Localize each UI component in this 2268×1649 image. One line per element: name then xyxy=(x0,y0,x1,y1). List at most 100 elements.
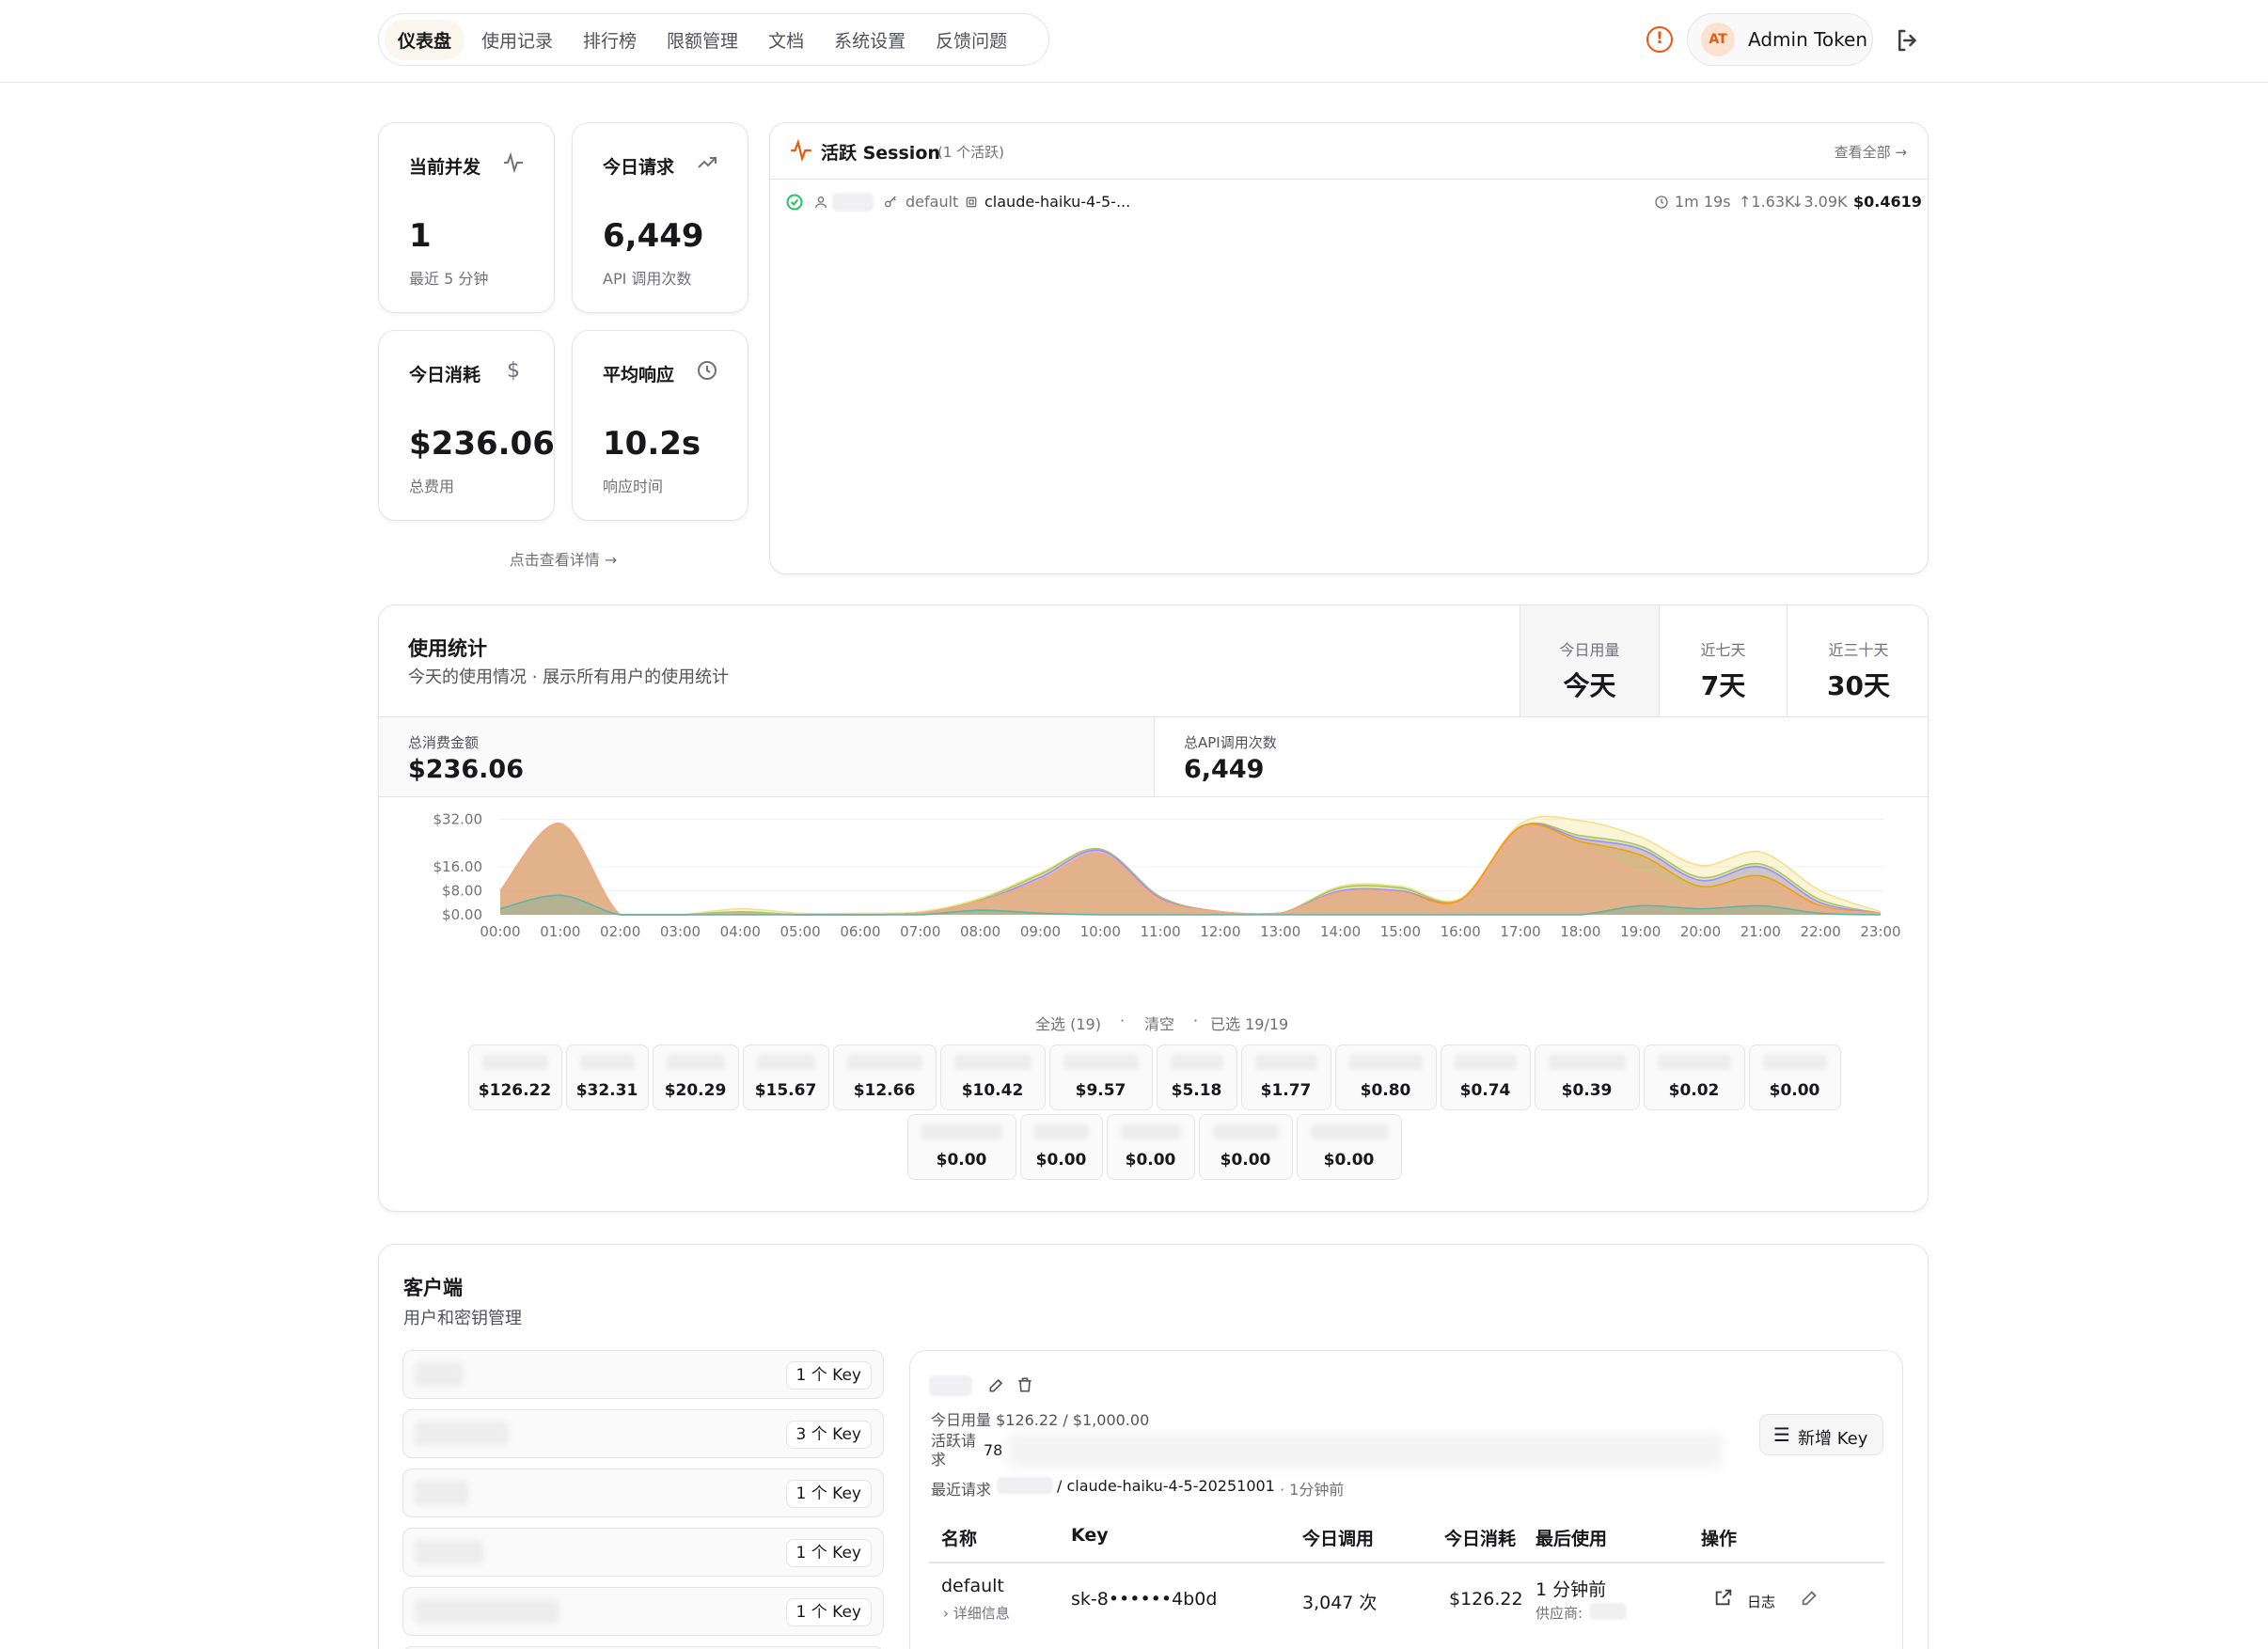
active-sessions-panel: 活跃 Session (1 个活跃) 查看全部 → default claude… xyxy=(769,122,1929,574)
edit-icon[interactable] xyxy=(1800,1587,1820,1608)
clear-button[interactable]: 清空 xyxy=(1144,1015,1175,1033)
details-link[interactable]: 点击查看详情 → xyxy=(509,551,618,569)
stat-sub: 总费用 xyxy=(409,478,455,495)
series-line xyxy=(499,894,1882,916)
tab-30days[interactable]: 近三十天 30天 xyxy=(1787,605,1928,716)
y-tick-label: $16.00 xyxy=(433,858,483,875)
legend-value: $20.29 xyxy=(664,1081,727,1100)
legend-chip[interactable]: $0.39 xyxy=(1534,1044,1640,1110)
x-tick-label: 15:00 xyxy=(1380,923,1421,940)
external-link-icon[interactable] xyxy=(1713,1587,1734,1608)
legend-label-blurred xyxy=(846,1055,922,1070)
key-value: sk-8••••••4b0d xyxy=(1071,1589,1218,1610)
client-list-item[interactable]: 1 个 Key xyxy=(402,1528,884,1577)
legend-label-blurred xyxy=(756,1055,815,1070)
new-key-button[interactable]: ☰ 新增 Key xyxy=(1759,1414,1883,1455)
view-all-link[interactable]: 查看全部 → xyxy=(1834,144,1907,161)
legend-chip[interactable]: $15.67 xyxy=(742,1044,829,1110)
log-button[interactable]: 日志 xyxy=(1747,1594,1776,1610)
series-area xyxy=(500,823,1881,915)
legend-chip[interactable]: $0.00 xyxy=(1106,1114,1195,1180)
stat-card-requests[interactable]: 今日请求 6,449 API 调用次数 xyxy=(572,122,748,313)
legend-label-blurred xyxy=(1348,1055,1423,1070)
alert-icon[interactable]: ! xyxy=(1646,26,1673,53)
legend-chip[interactable]: $0.00 xyxy=(1296,1114,1402,1180)
legend-chip[interactable]: $126.22 xyxy=(467,1044,562,1110)
legend-label-blurred xyxy=(1657,1055,1731,1070)
client-list-item[interactable]: 1 个 Key xyxy=(402,1350,884,1399)
key-calls: 3,047 次 xyxy=(1302,1593,1378,1613)
legend-value: $5.18 xyxy=(1171,1081,1222,1100)
legend-chip[interactable]: $1.77 xyxy=(1240,1044,1331,1110)
legend-label-blurred xyxy=(1454,1055,1517,1070)
session-row[interactable]: default claude-haiku-4-5-... 1m 19s ↑1.6… xyxy=(770,181,1928,223)
details-label: 详细信息 xyxy=(953,1605,1010,1622)
edit-icon[interactable] xyxy=(987,1375,1006,1394)
legend-chip[interactable]: $0.02 xyxy=(1643,1044,1745,1110)
nav-item-3[interactable]: 限额管理 xyxy=(667,30,739,52)
legend-value: $0.80 xyxy=(1360,1081,1411,1100)
dot-separator: · xyxy=(1193,1012,1199,1029)
total-cost-label: 总消费金额 xyxy=(408,734,480,751)
series-area xyxy=(500,823,1881,915)
legend-label-blurred xyxy=(921,1124,1002,1139)
legend-value: $126.22 xyxy=(478,1081,552,1100)
legend-chip[interactable]: $0.00 xyxy=(1019,1114,1103,1180)
x-tick-label: 13:00 xyxy=(1260,923,1300,940)
key-count-badge: 1 个 Key xyxy=(785,1361,872,1390)
nav-item-2[interactable]: 排行榜 xyxy=(583,30,638,52)
legend-chip[interactable]: $5.18 xyxy=(1156,1044,1237,1110)
x-tick-label: 04:00 xyxy=(720,923,761,940)
key-count-badge: 1 个 Key xyxy=(785,1480,872,1508)
legend-chip[interactable]: $0.00 xyxy=(906,1114,1016,1180)
client-name-blurred xyxy=(415,1481,469,1505)
logout-icon[interactable] xyxy=(1894,26,1922,55)
legend-value: $0.02 xyxy=(1668,1081,1720,1100)
recent-request-value: / claude-haiku-4-5-20251001 xyxy=(1057,1477,1275,1495)
legend-label-blurred xyxy=(1212,1124,1279,1139)
x-tick-label: 14:00 xyxy=(1320,923,1361,940)
legend-value: $32.31 xyxy=(575,1081,638,1100)
tab-today[interactable]: 今日用量 今天 xyxy=(1520,605,1659,716)
trash-icon[interactable] xyxy=(1016,1375,1034,1394)
nav-item-1[interactable]: 使用记录 xyxy=(481,30,554,52)
active-requests-value: 78 xyxy=(984,1441,1003,1459)
stat-card-latency[interactable]: 平均响应 10.2s 响应时间 xyxy=(572,330,748,521)
legend-chip[interactable]: $0.00 xyxy=(1198,1114,1293,1180)
legend-value: $0.39 xyxy=(1561,1081,1613,1100)
stat-card-concurrent[interactable]: 当前并发 1 最近 5 分钟 xyxy=(378,122,555,313)
legend-chip[interactable]: $10.42 xyxy=(939,1044,1046,1110)
nav-item-0[interactable]: 仪表盘 xyxy=(385,19,465,60)
activity-icon xyxy=(791,138,811,163)
legend-chip[interactable]: $9.57 xyxy=(1048,1044,1153,1110)
tab-main: 30天 xyxy=(1827,670,1890,701)
sessions-count: (1 个活跃) xyxy=(937,144,1005,161)
x-tick-label: 12:00 xyxy=(1200,923,1240,940)
legend-chip[interactable]: $12.66 xyxy=(832,1044,937,1110)
client-name-blurred xyxy=(415,1421,509,1446)
stat-card-cost[interactable]: 今日消耗 $ $236.06 总费用 xyxy=(378,330,555,521)
select-all-button[interactable]: 全选 (19) xyxy=(1035,1015,1101,1033)
client-list-item[interactable]: 3 个 Key xyxy=(402,1409,884,1458)
legend-chip[interactable]: $0.80 xyxy=(1334,1044,1437,1110)
client-list-item[interactable]: 1 个 Key xyxy=(402,1587,884,1636)
total-calls-value: 6,449 xyxy=(1184,755,1265,784)
details-toggle[interactable]: › 详细信息 xyxy=(943,1605,1010,1622)
tab-7days[interactable]: 近七天 7天 xyxy=(1659,605,1787,716)
nav-item-5[interactable]: 系统设置 xyxy=(834,30,906,52)
legend-chip[interactable]: $0.00 xyxy=(1748,1044,1841,1110)
key-provider: 供应商: xyxy=(1536,1605,1583,1622)
legend-value: $0.00 xyxy=(1125,1151,1176,1170)
legend-chip[interactable]: $0.74 xyxy=(1440,1044,1531,1110)
legend-chip[interactable]: $20.29 xyxy=(652,1044,739,1110)
nav-item-6[interactable]: 反馈问题 xyxy=(936,30,1008,52)
user-menu[interactable]: AT Admin Token xyxy=(1687,13,1873,66)
client-list-item[interactable]: 1 个 Key xyxy=(402,1468,884,1517)
legend-chip[interactable]: $32.31 xyxy=(565,1044,649,1110)
x-tick-label: 06:00 xyxy=(840,923,880,940)
key-count-badge: 1 个 Key xyxy=(785,1598,872,1626)
cpu-icon xyxy=(966,196,977,208)
client-name-blurred xyxy=(415,1362,464,1387)
nav-item-4[interactable]: 文档 xyxy=(768,30,805,52)
legend-label-blurred xyxy=(1170,1055,1223,1070)
